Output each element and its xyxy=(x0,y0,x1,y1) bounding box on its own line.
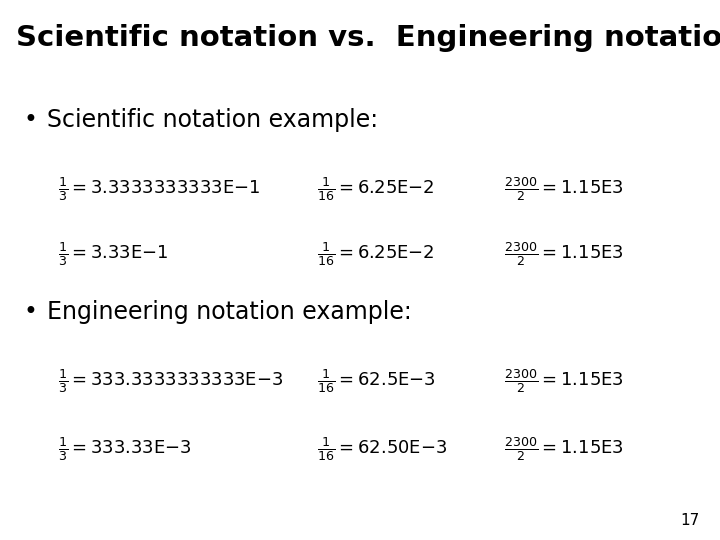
Text: •: • xyxy=(23,108,37,132)
Text: $\frac{1}{3} = 3.33\mathrm{E}{-1}$: $\frac{1}{3} = 3.33\mathrm{E}{-1}$ xyxy=(58,240,168,268)
Text: $\frac{2300}{2} = 1.15\mathrm{E}3$: $\frac{2300}{2} = 1.15\mathrm{E}3$ xyxy=(504,435,624,463)
Text: $\frac{1}{3} = 3.3333333333\mathrm{E}{-1}$: $\frac{1}{3} = 3.3333333333\mathrm{E}{-1… xyxy=(58,176,260,204)
Text: $\frac{1}{3} = 333.33\mathrm{E}{-3}$: $\frac{1}{3} = 333.33\mathrm{E}{-3}$ xyxy=(58,435,192,463)
Text: 17: 17 xyxy=(680,513,700,528)
Text: $\frac{1}{3} = 333.3333333333\mathrm{E}{-3}$: $\frac{1}{3} = 333.3333333333\mathrm{E}{… xyxy=(58,367,283,395)
Text: $\frac{1}{16} = 6.25\mathrm{E}{-2}$: $\frac{1}{16} = 6.25\mathrm{E}{-2}$ xyxy=(317,240,434,268)
Text: $\frac{2300}{2} = 1.15\mathrm{E}3$: $\frac{2300}{2} = 1.15\mathrm{E}3$ xyxy=(504,176,624,204)
Text: $\frac{2300}{2} = 1.15\mathrm{E}3$: $\frac{2300}{2} = 1.15\mathrm{E}3$ xyxy=(504,240,624,268)
Text: Scientific notation vs.  Engineering notation: Scientific notation vs. Engineering nota… xyxy=(16,24,720,52)
Text: •: • xyxy=(23,300,37,323)
Text: $\frac{2300}{2} = 1.15\mathrm{E}3$: $\frac{2300}{2} = 1.15\mathrm{E}3$ xyxy=(504,367,624,395)
Text: $\frac{1}{16} = 62.5\mathrm{E}{-3}$: $\frac{1}{16} = 62.5\mathrm{E}{-3}$ xyxy=(317,367,436,395)
Text: Scientific notation example:: Scientific notation example: xyxy=(47,108,378,132)
Text: $\frac{1}{16} = 6.25\mathrm{E}{-2}$: $\frac{1}{16} = 6.25\mathrm{E}{-2}$ xyxy=(317,176,434,204)
Text: Engineering notation example:: Engineering notation example: xyxy=(47,300,412,323)
Text: $\frac{1}{16} = 62.50\mathrm{E}{-3}$: $\frac{1}{16} = 62.50\mathrm{E}{-3}$ xyxy=(317,435,447,463)
